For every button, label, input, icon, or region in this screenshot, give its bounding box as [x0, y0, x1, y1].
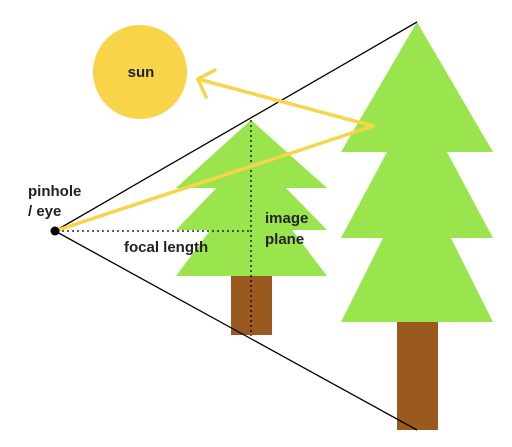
light-ray-arrowhead — [196, 68, 217, 99]
far-tree-foliage-bottom — [341, 170, 493, 322]
image-plane-label-line2: plane — [265, 231, 304, 248]
image-plane-label-line1: image — [265, 210, 308, 227]
pinhole-label-line1: pinhole — [28, 183, 81, 200]
far-tree-foliage-middle — [341, 96, 493, 238]
near-tree — [176, 120, 327, 335]
far-tree — [341, 22, 493, 430]
lower-sight-line — [54, 230, 418, 431]
far-tree-trunk — [397, 320, 438, 430]
near-tree-foliage-top — [176, 120, 327, 188]
focal-length-label: focal length — [124, 239, 208, 256]
upper-sight-line — [54, 21, 418, 232]
light-ray-path — [53, 77, 375, 233]
sun-label: sun — [128, 64, 155, 81]
sun-icon — [93, 25, 187, 119]
pinhole-dot — [50, 226, 60, 236]
pinhole-label-line2: / eye — [28, 203, 61, 220]
far-tree-foliage-top — [341, 22, 493, 152]
